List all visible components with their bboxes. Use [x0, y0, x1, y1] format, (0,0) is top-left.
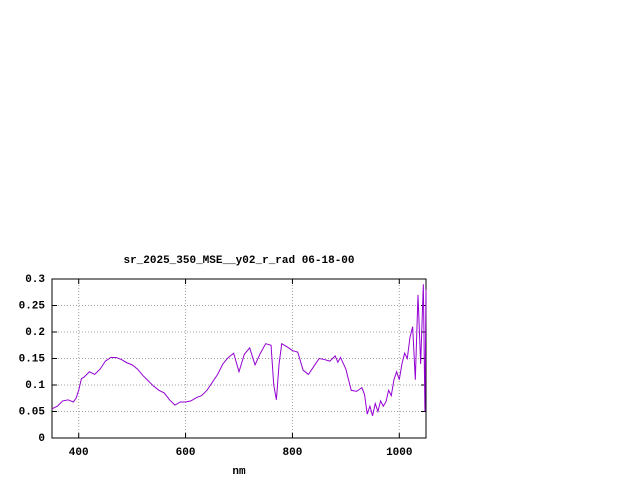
x-tick-label: 1000	[386, 447, 412, 459]
plot-border	[51, 278, 427, 439]
x-tick-label: 400	[69, 447, 89, 459]
y-tick-label: 0.05	[19, 406, 46, 418]
y-tick-label: 0.3	[25, 274, 45, 286]
y-tick-label: 0.15	[19, 353, 46, 365]
x-axis-label: nm	[232, 466, 246, 478]
y-tick-label: 0.1	[25, 380, 45, 392]
chart-title: sr_2025_350_MSE__y02_r_rad 06-18-00	[123, 255, 354, 267]
y-tick-label: 0	[38, 433, 45, 445]
x-tick-label: 600	[176, 447, 196, 459]
y-tick-label: 0.2	[25, 327, 45, 339]
data-line	[51, 284, 427, 416]
x-tick-label: 800	[283, 447, 303, 459]
y-tick-label: 0.25	[19, 300, 46, 312]
